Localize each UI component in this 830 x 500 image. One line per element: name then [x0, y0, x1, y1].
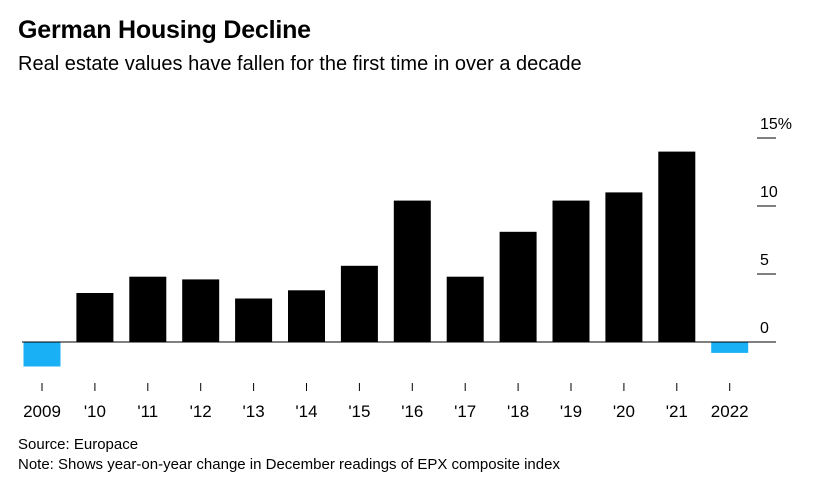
x-tick-label: '13: [243, 402, 265, 421]
x-tick-label: '10: [84, 402, 106, 421]
x-tick-label: '11: [137, 402, 158, 421]
source-note: Source: Europace: [18, 436, 139, 453]
chart-title: German Housing Decline: [18, 16, 311, 44]
bar: [182, 279, 220, 342]
bar: [393, 200, 431, 342]
x-tick-label: '17: [454, 402, 476, 421]
bar: [446, 276, 484, 342]
x-tick-label: '20: [613, 402, 635, 421]
chart-subtitle: Real estate values have fallen for the f…: [18, 53, 582, 75]
x-tick-label: '21: [666, 402, 688, 421]
x-tick-label: '16: [401, 402, 423, 421]
bar: [76, 293, 114, 342]
x-tick-label: '18: [507, 402, 529, 421]
bar: [129, 276, 167, 342]
bar: [288, 290, 325, 342]
bar: [23, 342, 61, 367]
x-tick-label: 2022: [711, 402, 749, 421]
y-tick-label: 15%: [760, 116, 792, 133]
bar: [499, 231, 537, 342]
footnote: Note: Shows year-on-year change in Decem…: [18, 456, 560, 473]
bar-chart: 0 5 10 15% 2009 '10 '11 '12 '13 '14 '15 '16 '17 '18 '1…: [22, 116, 792, 421]
bar: [340, 265, 378, 342]
bar: [711, 342, 749, 353]
bar: [552, 200, 590, 342]
bar: [658, 151, 696, 342]
x-tick-label: 2009: [23, 402, 61, 421]
x-tick-label: '15: [348, 402, 370, 421]
x-tick-label: '19: [560, 402, 582, 421]
y-tick-label: 0: [760, 320, 769, 337]
bar: [235, 298, 273, 342]
x-tick-label: '12: [190, 402, 212, 421]
x-tick-label: '14: [295, 402, 317, 421]
y-tick-label: 10: [760, 184, 778, 201]
bar: [605, 192, 643, 342]
y-tick-label: 5: [760, 252, 769, 269]
